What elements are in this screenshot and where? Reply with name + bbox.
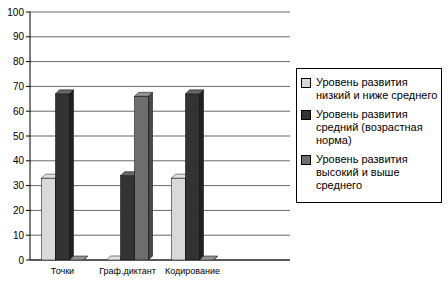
legend-text: Уровень развития средний (возрастная нор…	[316, 108, 438, 147]
legend-swatch	[301, 110, 311, 120]
bar-top	[135, 92, 153, 96]
tick-mark	[26, 111, 30, 112]
tick-label: 70	[13, 81, 25, 92]
bar-front	[42, 178, 56, 260]
bar-top	[200, 256, 218, 260]
legend-entry: Уровень развития высокий и выше среднего	[301, 153, 438, 192]
tick-label: 0	[18, 255, 24, 266]
tick-mark	[26, 260, 30, 261]
tick-label: 90	[13, 31, 25, 42]
bar-top	[186, 90, 204, 94]
bar-front	[56, 94, 70, 260]
tick-label: 10	[13, 230, 25, 241]
category-label: Точки	[51, 266, 74, 276]
grid-line	[30, 61, 290, 62]
bar-top	[56, 90, 74, 94]
legend-swatch	[301, 78, 311, 88]
grid-line	[30, 12, 290, 13]
tick-mark	[26, 86, 30, 87]
bar	[56, 90, 74, 260]
tick-mark	[26, 185, 30, 186]
tick-mark	[26, 160, 30, 161]
y-axis	[30, 12, 31, 260]
legend-swatch	[301, 155, 311, 165]
tick-label: 50	[13, 131, 25, 142]
tick-mark	[26, 136, 30, 137]
legend-entry: Уровень развития низкий и ниже среднего	[301, 76, 438, 102]
tick-label: 40	[13, 155, 25, 166]
category-label: Граф.диктант	[99, 266, 156, 276]
legend-text: Уровень развития высокий и выше среднего	[316, 153, 438, 192]
tick-mark	[26, 235, 30, 236]
tick-mark	[26, 36, 30, 37]
tick-label: 30	[13, 180, 25, 191]
bar-side	[70, 90, 74, 260]
bar-side	[149, 92, 153, 260]
tick-label: 80	[13, 56, 25, 67]
grid-line	[30, 36, 290, 37]
tick-label: 20	[13, 205, 25, 216]
bar	[186, 90, 204, 260]
tick-mark	[26, 210, 30, 211]
grid-line	[30, 86, 290, 87]
bar	[70, 256, 88, 260]
bar-front	[135, 96, 149, 260]
bar-side	[200, 90, 204, 260]
bars	[42, 90, 218, 260]
bar-top	[70, 256, 88, 260]
tick-mark	[26, 61, 30, 62]
tick-label: 100	[7, 7, 24, 18]
legend-entry: Уровень развития средний (возрастная нор…	[301, 108, 438, 147]
bar-front	[172, 178, 186, 260]
tick-label: 60	[13, 106, 25, 117]
legend-text: Уровень развития низкий и ниже среднего	[316, 76, 438, 102]
bar	[200, 256, 218, 260]
bar-front	[186, 94, 200, 260]
bar-front	[121, 176, 135, 260]
bar	[135, 92, 153, 260]
category-label: Кодирование	[165, 266, 220, 276]
tick-mark	[26, 12, 30, 13]
legend: Уровень развития низкий и ниже среднего У…	[296, 68, 442, 203]
